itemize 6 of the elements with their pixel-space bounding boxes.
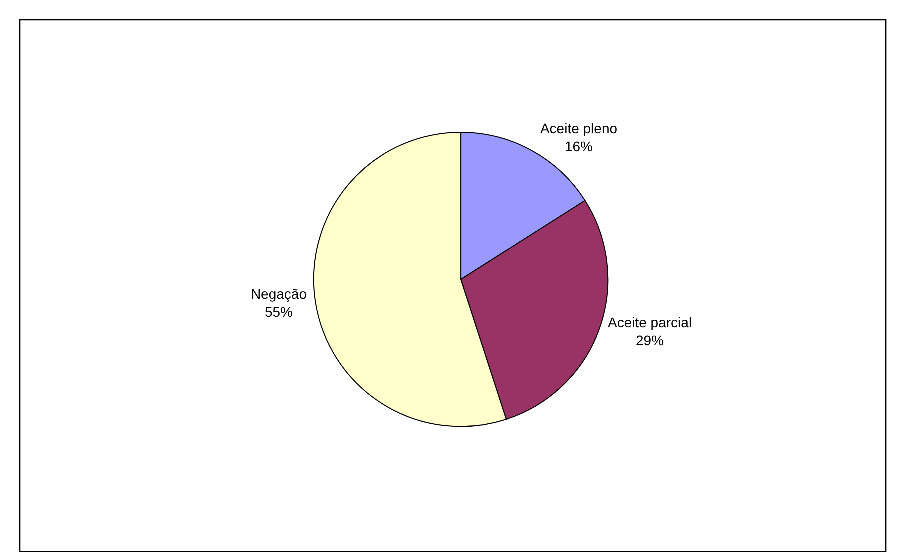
data-label: 29% (636, 332, 664, 348)
data-label: 16% (564, 138, 594, 155)
slice-label: Aceite pleno (540, 120, 618, 136)
data-label: 55% (264, 304, 293, 320)
slice-label: Aceite parcial (608, 314, 692, 330)
slice-label: Negação (250, 286, 308, 302)
